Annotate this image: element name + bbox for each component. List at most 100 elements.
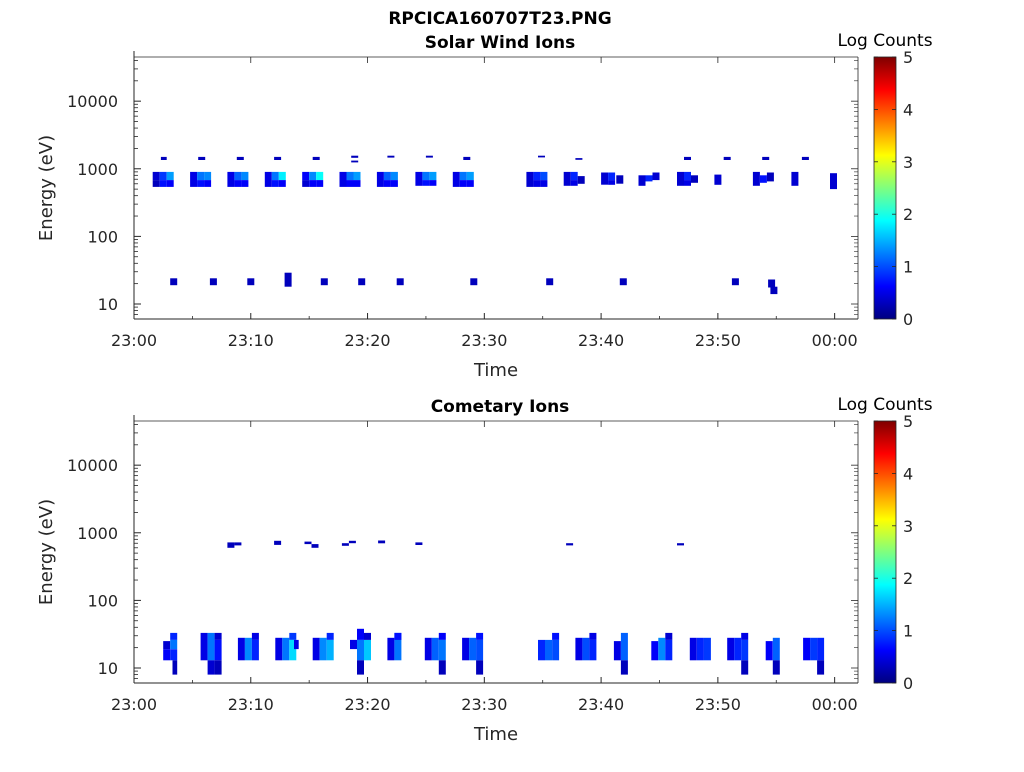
heatmap-cell	[552, 639, 560, 661]
heatmap-cell	[353, 171, 361, 181]
heatmap-cell	[533, 171, 541, 181]
x-tick-label: 23:10	[228, 695, 274, 714]
heatmap-cell	[264, 171, 272, 187]
heatmap-cell	[415, 171, 423, 186]
heatmap-cell	[476, 632, 484, 640]
heatmap-cell	[651, 641, 659, 661]
heatmap-cell	[463, 156, 471, 160]
heatmap-cell	[476, 660, 484, 675]
heatmap-cell	[160, 156, 167, 160]
heatmap-cell	[731, 278, 739, 286]
heatmap-cell	[309, 180, 317, 187]
heatmap-cell	[552, 632, 560, 640]
heatmap-cell	[438, 632, 446, 640]
y-tick-label: 10000	[67, 456, 118, 475]
colorbar-tick-label: 1	[903, 622, 913, 641]
colorbar-label: Log Counts	[837, 395, 932, 415]
heatmap-cell	[207, 660, 215, 675]
heatmap-cell	[575, 158, 583, 160]
heatmap-cell	[247, 278, 255, 286]
heatmap-cell	[566, 543, 574, 546]
heatmap-cell	[346, 171, 354, 181]
heatmap-cell	[204, 180, 212, 187]
y-tick-label: 10	[98, 659, 118, 678]
heatmap-cell	[159, 180, 167, 187]
heatmap-cell	[237, 637, 245, 661]
heatmap-cell	[422, 171, 430, 181]
heatmap-cell	[163, 649, 171, 661]
heatmap-cell	[209, 278, 217, 286]
heatmap-cell	[526, 171, 534, 187]
y-tick-label: 1000	[77, 524, 118, 543]
heatmap-cell	[533, 180, 541, 187]
x-tick-label: 23:20	[344, 695, 390, 714]
heatmap-cell	[227, 171, 235, 187]
x-tick-label: 23:30	[461, 331, 507, 350]
heatmap-cell	[759, 175, 767, 183]
heatmap-cell	[341, 543, 349, 546]
heatmap-cell	[346, 180, 354, 187]
heatmap-cell	[817, 637, 825, 661]
heatmap-cell	[772, 637, 780, 661]
heatmap-cell	[425, 155, 433, 158]
colorbar-tick-label: 1	[903, 258, 913, 277]
heatmap-cell	[378, 540, 386, 544]
heatmap-cell	[190, 171, 198, 187]
heatmap-cell	[466, 180, 474, 187]
heatmap-cell	[589, 639, 597, 661]
panel-2: 23:00 23:10 23:20 23:30 23:40 23:50 00:0010100…	[36, 395, 933, 745]
heatmap-cell	[289, 632, 297, 640]
y-axis-label: Energy (eV)	[36, 135, 57, 241]
heatmap-cell	[383, 171, 391, 181]
heatmap-cell	[312, 156, 320, 160]
heatmap-cell	[608, 180, 616, 185]
heatmap-cell	[348, 540, 356, 544]
heatmap-cell	[476, 639, 484, 661]
heatmap-cell	[170, 639, 178, 650]
heatmap-cell	[431, 637, 439, 661]
heatmap-cell	[350, 639, 357, 650]
y-axis-label: Energy (eV)	[36, 499, 57, 605]
heatmap-cell	[364, 632, 371, 640]
heatmap-cell	[538, 639, 545, 661]
heatmap-cell	[309, 171, 317, 181]
heatmap-cells	[152, 155, 837, 295]
heatmap-cell	[696, 637, 704, 661]
heatmap-cell	[275, 637, 283, 661]
heatmap-cell	[390, 171, 398, 181]
heatmap-cell	[274, 156, 282, 160]
heatmap-cell	[810, 637, 818, 661]
heatmap-cell	[466, 171, 474, 181]
heatmap-cell	[741, 639, 749, 661]
heatmap-cell	[197, 171, 205, 181]
heatmap-cell	[214, 660, 222, 675]
heatmap-cell	[570, 171, 578, 181]
heatmap-cell	[278, 180, 286, 187]
heatmap-cell	[770, 286, 778, 295]
heatmap-cell	[284, 272, 292, 287]
heatmap-cell	[741, 632, 749, 640]
heatmap-cell	[282, 637, 290, 661]
heatmap-cell	[620, 660, 628, 675]
x-tick-label: 23:30	[461, 695, 507, 714]
heatmap-cell	[589, 632, 597, 640]
colorbar-tick-label: 4	[903, 464, 913, 483]
heatmap-cell	[801, 156, 809, 160]
heatmap-cell	[765, 641, 773, 661]
heatmap-cell	[394, 632, 402, 661]
heatmap-cell	[234, 542, 242, 546]
heatmap-cell	[803, 637, 811, 661]
heatmap-cell	[677, 543, 684, 546]
heatmap-cell	[677, 171, 684, 186]
colorbar-gradient	[873, 420, 897, 684]
heatmap-cell	[691, 175, 698, 183]
heatmap-cell	[326, 632, 334, 640]
heatmap-cell	[658, 637, 666, 661]
heatmap-cell	[727, 637, 735, 661]
heatmap-cell	[546, 278, 554, 286]
colorbar-tick-label: 5	[903, 48, 913, 67]
heatmap-cell	[741, 660, 749, 675]
heatmap-cell	[762, 156, 770, 160]
heatmap-cell	[563, 171, 571, 186]
